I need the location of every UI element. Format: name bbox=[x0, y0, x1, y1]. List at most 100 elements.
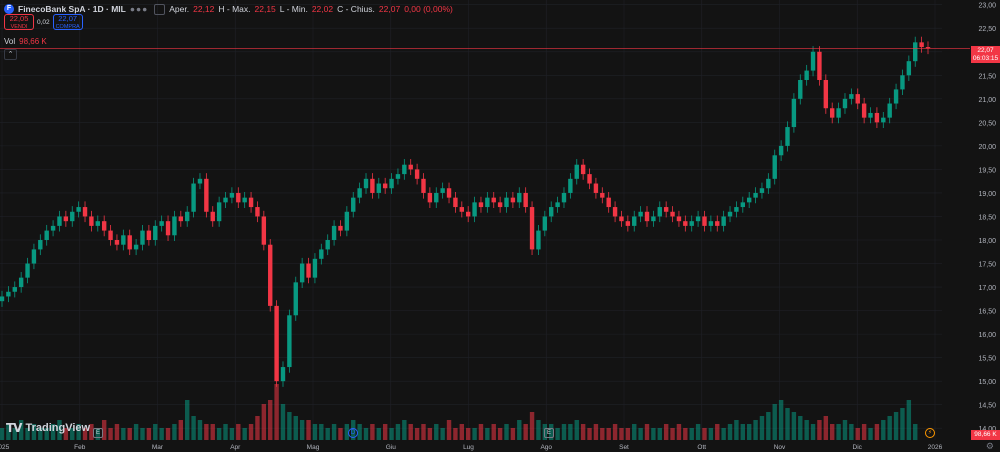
low-label: L - Min. bbox=[280, 4, 308, 14]
candle-body bbox=[485, 198, 489, 207]
candle-body bbox=[57, 216, 61, 225]
volume-bar bbox=[843, 420, 847, 440]
candle-body bbox=[683, 221, 687, 226]
tradingview-logo[interactable]: 𝗧𝗩 TradingView bbox=[6, 421, 90, 435]
volume-bar bbox=[236, 424, 240, 440]
volume-bar bbox=[632, 424, 636, 440]
candle-body bbox=[25, 264, 29, 278]
eye-icon[interactable] bbox=[154, 4, 165, 15]
time-tick-label: Mag bbox=[307, 444, 320, 451]
volume-bar bbox=[472, 428, 476, 440]
volume-bar bbox=[115, 424, 119, 440]
candle-body bbox=[466, 212, 470, 217]
price-tick-label: 23,00 bbox=[978, 3, 996, 10]
candle-body bbox=[594, 184, 598, 193]
volume-bar bbox=[555, 428, 559, 440]
sell-button[interactable]: 22,05 VENDI bbox=[4, 14, 34, 30]
low-value: 22,02 bbox=[312, 4, 333, 14]
candle-body bbox=[204, 179, 208, 212]
price-tick-label: 21,50 bbox=[978, 73, 996, 80]
candle-body bbox=[306, 264, 310, 278]
candle-body bbox=[108, 231, 112, 240]
volume-bar bbox=[211, 424, 215, 440]
candle-body bbox=[338, 226, 342, 231]
volume-bar bbox=[511, 428, 515, 440]
volume-bar bbox=[900, 408, 904, 440]
time-axis[interactable]: 2025 Feb Mar Apr Mag Giu Lug Ago Set Ott Nov Dic 202… bbox=[0, 444, 943, 451]
volume-bar bbox=[779, 400, 783, 440]
dividend-event-icon[interactable]: D bbox=[348, 428, 358, 438]
volume-bar bbox=[338, 428, 342, 440]
candle-body bbox=[817, 52, 821, 80]
volume-bar bbox=[670, 428, 674, 440]
candle-body bbox=[185, 212, 189, 221]
candle-body bbox=[345, 212, 349, 231]
candle-body bbox=[875, 113, 879, 122]
volume-bar bbox=[811, 424, 815, 440]
candle-body bbox=[377, 184, 381, 193]
candle-body bbox=[64, 216, 68, 221]
price-axis[interactable]: 23,0022,5022,0021,5021,0020,5020,0019,50… bbox=[978, 3, 996, 434]
candle-body bbox=[249, 198, 253, 207]
volume-bar bbox=[523, 424, 527, 440]
volume-bar bbox=[402, 420, 406, 440]
candle-body bbox=[843, 99, 847, 108]
volume-bar bbox=[300, 420, 304, 440]
collapse-legend-button[interactable]: ⌃ bbox=[4, 49, 17, 60]
volume-legend[interactable]: Vol 98,66 K bbox=[4, 37, 47, 46]
candle-body bbox=[626, 221, 630, 226]
volume-label: Vol bbox=[4, 37, 15, 46]
candle-body bbox=[907, 61, 911, 75]
candle-body bbox=[172, 216, 176, 235]
flash-event-icon[interactable]: ⚡ bbox=[925, 428, 935, 438]
candle-body bbox=[728, 212, 732, 217]
change-value: 0,00 (0,00%) bbox=[404, 4, 453, 14]
candle-body bbox=[498, 202, 502, 207]
buy-button[interactable]: 22,07 COMPRA bbox=[53, 14, 83, 30]
open-label: Aper. bbox=[169, 4, 189, 14]
volume-value: 98,66 K bbox=[19, 37, 47, 46]
candle-body bbox=[734, 207, 738, 212]
volume-bar bbox=[421, 424, 425, 440]
volume-bar bbox=[166, 428, 170, 440]
volume-bar bbox=[913, 424, 917, 440]
candle-body bbox=[262, 216, 266, 244]
volume-bar bbox=[319, 424, 323, 440]
time-tick-label: Apr bbox=[230, 444, 241, 451]
time-tick-label: Set bbox=[619, 444, 629, 451]
earnings-event-icon[interactable]: E bbox=[93, 428, 103, 438]
volume-bar bbox=[817, 420, 821, 440]
volume-bar bbox=[600, 428, 604, 440]
volume-bar bbox=[179, 420, 183, 440]
settings-gear-icon[interactable]: ⚙ bbox=[986, 441, 994, 452]
volume-bar bbox=[370, 424, 374, 440]
candle-body bbox=[115, 240, 119, 245]
volume-bar bbox=[383, 424, 387, 440]
candle-body bbox=[913, 42, 917, 61]
volume-bar bbox=[389, 428, 393, 440]
candle-body bbox=[670, 212, 674, 217]
volume-bar bbox=[128, 428, 132, 440]
volume-bar bbox=[255, 416, 259, 440]
volume-bar bbox=[281, 404, 285, 440]
symbol-title[interactable]: FinecoBank SpA · 1D · MIL bbox=[18, 4, 126, 14]
candle-body bbox=[51, 226, 55, 231]
volume-bar bbox=[753, 420, 757, 440]
volume-bar bbox=[440, 428, 444, 440]
volume-bar bbox=[294, 416, 298, 440]
candle-body bbox=[364, 179, 368, 188]
candle-body bbox=[447, 188, 451, 197]
volume-bar bbox=[741, 424, 745, 440]
candle-body bbox=[76, 207, 80, 212]
earnings-event-icon[interactable]: E bbox=[544, 428, 554, 438]
candle-body bbox=[575, 165, 579, 179]
price-tick-label: 16,00 bbox=[978, 332, 996, 339]
candle-body bbox=[779, 146, 783, 155]
volume-bar bbox=[606, 428, 610, 440]
volume-bar bbox=[664, 424, 668, 440]
candle-body bbox=[511, 198, 515, 203]
volume-bar bbox=[242, 428, 246, 440]
volume-bar bbox=[230, 428, 234, 440]
volume-bar bbox=[517, 420, 521, 440]
